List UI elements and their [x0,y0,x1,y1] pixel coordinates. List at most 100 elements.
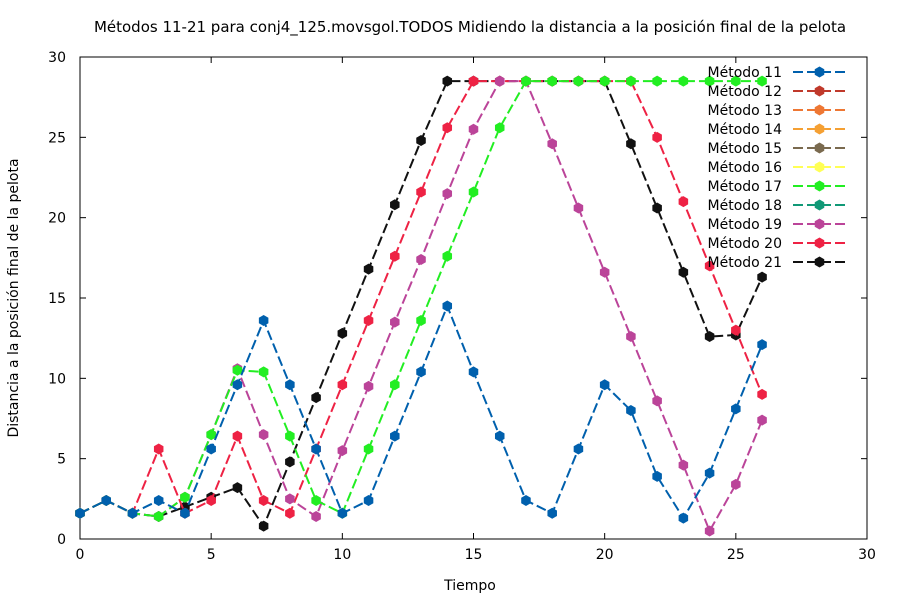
data-point [258,494,269,506]
legend-marker [814,66,825,78]
legend-item: Método 11 [708,65,846,81]
data-point [652,131,662,143]
data-point [285,379,295,391]
legend-item: Método 21 [708,255,846,271]
data-point [494,430,505,442]
data-point [494,75,505,87]
data-point [757,75,767,87]
data-point [442,250,453,262]
series-layer [75,75,767,537]
data-point [599,75,610,87]
data-point [494,122,505,134]
legend-item: Método 14 [708,122,846,138]
data-point [652,75,662,87]
data-point [731,403,741,415]
y-axis-ticks: 0 5 10 15 20 25 30 [48,50,867,548]
data-point [652,202,662,214]
data-point [468,123,479,135]
data-point [206,443,216,455]
data-point [390,199,400,211]
legend-marker [814,161,825,173]
y-tick-label: 15 [48,291,66,307]
data-point [678,196,689,208]
data-point [416,314,426,326]
data-point [285,493,295,505]
series-line [79,80,763,518]
legend-marker [814,180,825,192]
data-point [101,494,111,506]
legend-marker [814,142,825,154]
data-point [573,443,584,455]
data-point [731,478,741,490]
legend-label: Método 14 [708,122,783,138]
data-point [258,429,269,441]
data-point [678,512,689,524]
data-point [416,366,426,378]
legend-marker [814,218,825,230]
data-point [757,414,767,426]
series-line [79,303,763,521]
data-point [757,388,767,400]
legend-label: Método 21 [708,255,782,271]
data-point [180,491,190,503]
x-axis-ticks: 0 5 10 15 20 25 30 [76,57,876,563]
data-point [626,331,636,343]
data-point [626,138,636,150]
data-point [258,314,269,326]
data-point [704,260,715,272]
y-tick-label: 30 [48,50,66,66]
legend-item: Método 20 [708,236,846,252]
data-point [416,253,426,265]
data-point [153,494,164,506]
data-point [573,202,584,214]
legend-marker [814,123,825,135]
data-point [652,470,662,482]
legend-label: Método 19 [708,217,782,233]
x-tick-label: 5 [207,547,216,563]
data-point [363,494,374,506]
data-point [547,138,557,150]
data-point [363,380,374,392]
x-tick-label: 10 [333,547,351,563]
data-point [468,75,479,87]
y-tick-label: 20 [48,211,66,227]
data-point [127,507,138,519]
y-tick-label: 5 [57,452,66,468]
data-point [363,443,374,455]
data-point [75,507,85,519]
data-point [468,366,479,378]
data-point [442,75,453,87]
data-point [678,459,689,471]
data-point [599,266,610,278]
legend-item: Método 12 [708,84,846,100]
series-line [79,80,763,534]
data-point [468,186,479,198]
legend-marker [814,199,825,211]
data-point [337,445,348,457]
data-point [678,266,689,278]
legend-label: Método 12 [708,84,782,100]
x-tick-label: 30 [858,547,876,563]
data-point [390,430,400,442]
data-point [258,520,269,532]
legend-label: Método 15 [708,141,782,157]
x-tick-label: 15 [465,547,483,563]
data-point [363,263,374,275]
data-point [311,494,321,506]
y-tick-label: 25 [48,130,66,146]
data-point [206,494,216,506]
data-point [678,75,689,87]
legend-marker [814,85,825,97]
data-point [311,443,321,455]
series-17 [75,75,767,523]
data-point [153,443,164,455]
x-axis-label: Tiempo [443,578,496,594]
data-point [704,467,715,479]
x-tick-label: 25 [727,547,745,563]
legend-marker [814,256,825,268]
data-point [704,331,715,343]
data-point [390,379,400,391]
data-point [731,75,741,87]
legend-item: Método 17 [708,179,846,195]
